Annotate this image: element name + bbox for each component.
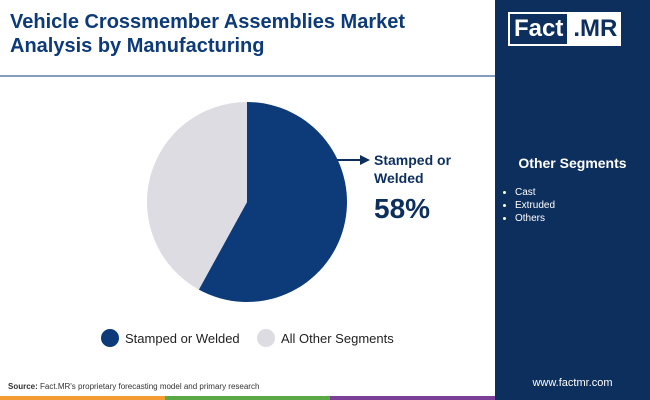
sidebar-item: Cast bbox=[515, 186, 555, 199]
sidebar-item: Extruded bbox=[515, 199, 555, 212]
logo-text: .MR bbox=[569, 12, 622, 46]
sidebar-title: Other Segments bbox=[518, 155, 627, 171]
callout-arrowhead bbox=[360, 155, 370, 165]
source-text: Fact.MR's proprietary forecasting model … bbox=[40, 382, 260, 391]
pie-slice bbox=[146, 102, 247, 290]
legend-swatch bbox=[257, 329, 275, 347]
legend-label: Stamped or Welded bbox=[125, 331, 240, 346]
legend-swatch bbox=[101, 329, 119, 347]
logo-text: Fact bbox=[508, 12, 570, 46]
website: www.factmr.com bbox=[532, 377, 613, 389]
pie-slice bbox=[198, 102, 347, 302]
source: Source: Fact.MR's proprietary forecastin… bbox=[8, 382, 259, 391]
footer-stripe bbox=[330, 396, 495, 400]
value-label: 58% bbox=[374, 193, 431, 224]
footer-stripe bbox=[165, 396, 330, 400]
sidebar-item: Others bbox=[515, 212, 555, 225]
chart-title: Vehicle Crossmember Assemblies Market An… bbox=[10, 11, 406, 57]
legend-label: All Other Segments bbox=[281, 331, 394, 346]
source-label: Source: bbox=[8, 382, 38, 391]
footer-stripe bbox=[0, 396, 165, 400]
sidebar-list: CastExtrudedOthers bbox=[503, 186, 555, 225]
logo: Fact .MR bbox=[508, 12, 622, 46]
side-panel bbox=[495, 0, 650, 400]
callout-label: Stamped or Welded bbox=[374, 152, 452, 186]
